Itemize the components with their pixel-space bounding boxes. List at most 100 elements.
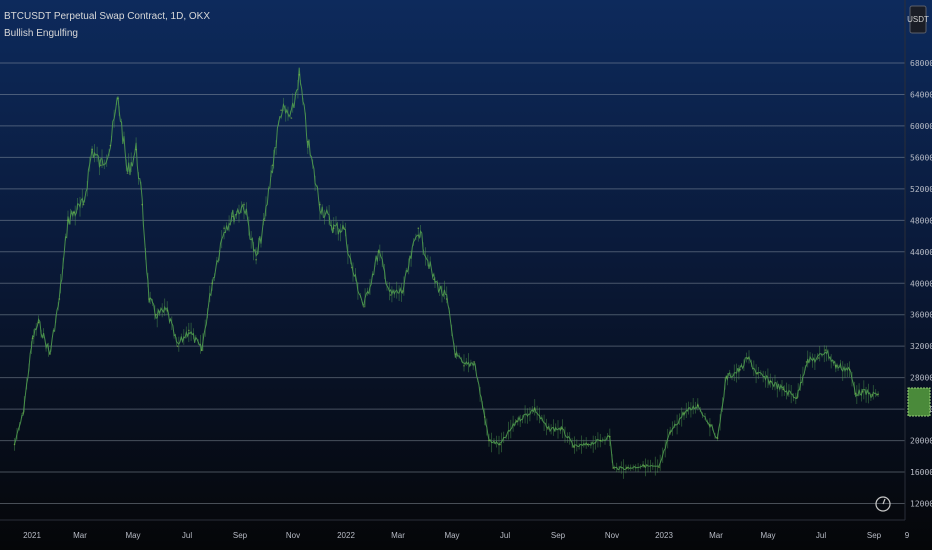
price-tick-label: 36000.0 bbox=[910, 311, 932, 320]
last-price-tag bbox=[907, 387, 931, 417]
price-tick-label: 68000.0 bbox=[910, 59, 932, 68]
data-point bbox=[351, 266, 353, 269]
data-point bbox=[298, 74, 301, 76]
data-point bbox=[126, 172, 129, 174]
time-tick-label: Sep bbox=[551, 531, 566, 540]
data-point bbox=[319, 203, 321, 206]
data-point bbox=[188, 329, 190, 332]
data-point bbox=[626, 467, 628, 469]
data-point bbox=[725, 376, 728, 379]
data-point bbox=[769, 380, 772, 383]
data-point bbox=[463, 365, 465, 367]
data-point bbox=[73, 211, 75, 214]
data-point bbox=[332, 227, 335, 229]
data-point bbox=[363, 306, 365, 308]
price-tick-label: 64000.0 bbox=[910, 90, 932, 99]
time-icon-hand[interactable] bbox=[882, 498, 886, 505]
data-point bbox=[155, 313, 157, 316]
data-point bbox=[454, 353, 457, 355]
price-tick-label: 12000.0 bbox=[910, 500, 932, 509]
data-point bbox=[609, 435, 611, 438]
data-point bbox=[49, 353, 51, 355]
data-point bbox=[805, 361, 808, 363]
data-point bbox=[817, 357, 820, 359]
price-tick-label: 56000.0 bbox=[910, 153, 932, 162]
data-point bbox=[739, 369, 741, 371]
time-tick-label: Mar bbox=[709, 531, 723, 540]
data-point bbox=[669, 431, 671, 434]
symbol-title: BTCUSDT Perpetual Swap Contract, 1D, OKX bbox=[4, 11, 210, 22]
data-point bbox=[307, 140, 309, 143]
time-tick-label: Sep bbox=[867, 531, 882, 540]
data-point bbox=[389, 294, 392, 296]
data-point bbox=[31, 337, 34, 340]
data-point bbox=[861, 391, 864, 393]
data-point bbox=[433, 278, 435, 281]
data-point bbox=[643, 464, 646, 467]
data-point bbox=[796, 396, 798, 399]
data-point bbox=[200, 349, 203, 351]
time-tick-label: May bbox=[444, 531, 459, 540]
time-tick-label: Mar bbox=[73, 531, 87, 540]
price-tick-label: 44000.0 bbox=[910, 248, 932, 257]
data-point bbox=[683, 412, 685, 414]
time-tick-label: Nov bbox=[605, 531, 619, 540]
data-point bbox=[599, 439, 602, 442]
price-tick-label: 52000.0 bbox=[910, 185, 932, 194]
data-point bbox=[473, 361, 476, 363]
data-point bbox=[877, 393, 879, 396]
currency-button-frame[interactable] bbox=[909, 5, 927, 34]
time-tick-label: May bbox=[760, 531, 775, 540]
data-point bbox=[377, 251, 380, 253]
indicator-label: Bullish Engulfing bbox=[4, 28, 78, 39]
price-tick-label: 32000.0 bbox=[910, 342, 932, 351]
data-point bbox=[560, 428, 563, 430]
data-point bbox=[255, 258, 257, 261]
data-point bbox=[232, 215, 234, 218]
data-point bbox=[533, 408, 536, 410]
price-line bbox=[14, 67, 879, 471]
data-point bbox=[223, 227, 225, 229]
price-tick-label: 28000.0 bbox=[910, 374, 932, 383]
data-point bbox=[445, 298, 448, 300]
price-series bbox=[13, 67, 879, 479]
time-icon[interactable] bbox=[875, 496, 891, 512]
data-point bbox=[141, 203, 143, 206]
time-tick-label: 9 bbox=[905, 531, 910, 540]
data-point bbox=[756, 372, 759, 375]
data-point bbox=[871, 394, 873, 396]
data-point bbox=[166, 310, 168, 312]
time-tick-label: 2022 bbox=[337, 531, 355, 540]
data-point bbox=[109, 144, 112, 147]
data-point bbox=[117, 97, 119, 100]
data-point bbox=[401, 290, 404, 292]
data-point bbox=[290, 117, 293, 119]
price-tick-label: 60000.0 bbox=[910, 122, 932, 131]
price-tick-label: 48000.0 bbox=[910, 216, 932, 225]
data-point bbox=[82, 203, 85, 206]
data-point bbox=[417, 227, 420, 229]
data-point bbox=[499, 443, 502, 446]
currency-button[interactable]: USDT bbox=[907, 5, 929, 34]
data-point bbox=[515, 420, 518, 422]
data-point bbox=[271, 164, 274, 167]
data-point bbox=[824, 349, 827, 351]
time-tick-label: 2023 bbox=[655, 531, 673, 540]
data-point bbox=[747, 357, 749, 359]
time-icon-ring[interactable] bbox=[875, 496, 891, 512]
data-point bbox=[709, 424, 711, 426]
data-point bbox=[612, 467, 614, 469]
data-point bbox=[573, 446, 576, 448]
data-point bbox=[135, 148, 137, 151]
time-tick-label: Jul bbox=[816, 531, 826, 540]
currency-button-label[interactable]: USDT bbox=[907, 15, 929, 24]
price-axis: 12000.016000.020000.024000.028000.032000… bbox=[910, 59, 932, 509]
data-point bbox=[716, 437, 719, 440]
time-tick-label: May bbox=[125, 531, 140, 540]
data-point bbox=[848, 369, 851, 371]
data-point bbox=[67, 219, 69, 222]
data-point bbox=[211, 282, 213, 285]
price-tick-label: 40000.0 bbox=[910, 279, 932, 288]
